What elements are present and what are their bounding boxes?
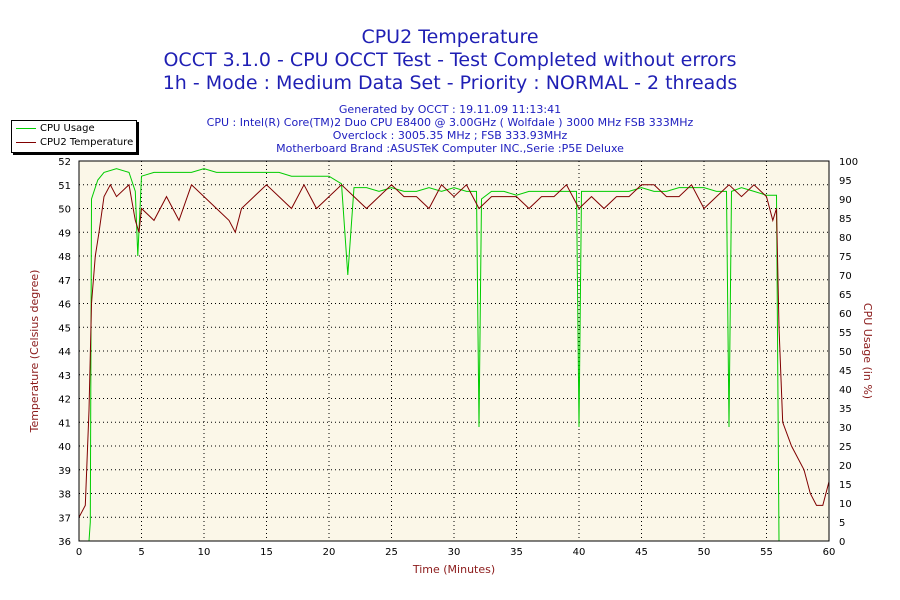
x-tick-label: 15 (260, 547, 273, 558)
y-right-tick-label: 25 (839, 442, 852, 453)
x-tick-label: 45 (635, 547, 648, 558)
legend-label-cpu-usage: CPU Usage (40, 123, 95, 134)
chart-subtitle-mode: 1h - Mode : Medium Data Set - Priority :… (162, 72, 738, 94)
legend: CPU Usage CPU2 Temperature (11, 120, 137, 153)
x-tick-label: 10 (198, 547, 211, 558)
y-right-tick-label: 40 (839, 385, 852, 396)
y-right-tick-label: 55 (839, 328, 852, 339)
y-right-tick-label: 95 (839, 176, 852, 187)
x-tick-label: 5 (138, 547, 144, 558)
x-axis-title: Time (Minutes) (412, 563, 495, 576)
x-tick-label: 25 (385, 547, 398, 558)
y-right-tick-label: 30 (839, 423, 852, 434)
y-left-tick-label: 46 (58, 300, 71, 311)
y-left-tick-label: 43 (58, 371, 71, 382)
legend-swatch-cpu-usage (16, 127, 36, 129)
x-tick-label: 60 (823, 547, 836, 558)
y-right-tick-label: 20 (839, 461, 852, 472)
y-right-tick-label: 5 (839, 518, 845, 529)
y-right-tick-label: 0 (839, 537, 845, 548)
info-overclock: Overclock : 3005.35 MHz ; FSB 333.93MHz (332, 129, 568, 142)
grid (79, 161, 829, 541)
x-tick-label: 55 (760, 547, 773, 558)
y-left-tick-label: 51 (58, 181, 71, 192)
y-left-tick-label: 52 (58, 157, 71, 168)
chart-subtitle-test: OCCT 3.1.0 - CPU OCCT Test - Test Comple… (163, 49, 737, 71)
y-right-tick-label: 10 (839, 499, 852, 510)
y-left-tick-label: 49 (58, 228, 71, 239)
series-layer (78, 168, 830, 542)
x-tick-label: 30 (448, 547, 461, 558)
info-motherboard: Motherboard Brand :ASUSTeK Computer INC.… (276, 142, 624, 155)
y-left-axis-title: Temperature (Celsius degree) (28, 270, 41, 434)
plot-frame (78, 160, 830, 542)
y-left-tick-label: 38 (58, 490, 71, 501)
y-left-tick-label: 45 (58, 323, 71, 334)
y-left-tick-label: 37 (58, 513, 71, 524)
x-tick-label: 0 (76, 547, 82, 558)
legend-swatch-cpu2-temperature (16, 141, 36, 143)
y-right-tick-label: 100 (839, 157, 858, 168)
y-right-tick-label: 65 (839, 290, 852, 301)
info-cpu: CPU : Intel(R) Core(TM)2 Duo CPU E8400 @… (206, 116, 694, 129)
y-left-tick-label: 42 (58, 395, 71, 406)
y-left-tick-label: 50 (58, 205, 71, 216)
y-right-tick-label: 60 (839, 309, 852, 320)
y-left-tick-label: 40 (58, 442, 71, 453)
legend-item-cpu-usage: CPU Usage (16, 123, 95, 135)
x-tick-label: 35 (510, 547, 523, 558)
y-left-tick-label: 44 (58, 347, 71, 358)
y-right-tick-label: 45 (839, 366, 852, 377)
y-right-tick-label: 35 (839, 404, 852, 415)
y-right-axis-title: CPU Usage (in %) (861, 303, 874, 399)
legend-label-cpu2-temperature: CPU2 Temperature (40, 137, 134, 148)
legend-item-cpu2-temperature: CPU2 Temperature (16, 137, 133, 149)
y-right-tick-label: 15 (839, 480, 852, 491)
x-tick-label: 40 (573, 547, 586, 558)
y-left-tick-label: 36 (58, 537, 71, 548)
y-right-tick-label: 70 (839, 271, 852, 282)
y-right-tick-label: 75 (839, 252, 852, 263)
y-left-tick-label: 41 (58, 418, 71, 429)
y-left-tick-label: 47 (58, 276, 71, 287)
y-right-tick-label: 85 (839, 214, 852, 225)
ticks: 0 5 10 15 20 25 30 35 40 45 50 55 603637383940414243… (58, 157, 858, 558)
y-left-tick-label: 48 (58, 252, 71, 263)
x-tick-label: 50 (698, 547, 711, 558)
chart-title: CPU2 Temperature (361, 26, 539, 48)
y-right-tick-label: 80 (839, 233, 852, 244)
y-left-tick-label: 39 (58, 466, 71, 477)
y-right-tick-label: 50 (839, 347, 852, 358)
x-tick-label: 20 (323, 547, 336, 558)
series-line-cpu2-temperature (78, 183, 830, 518)
info-generated: Generated by OCCT : 19.11.09 11:13:41 (338, 103, 562, 116)
y-right-tick-label: 90 (839, 195, 852, 206)
